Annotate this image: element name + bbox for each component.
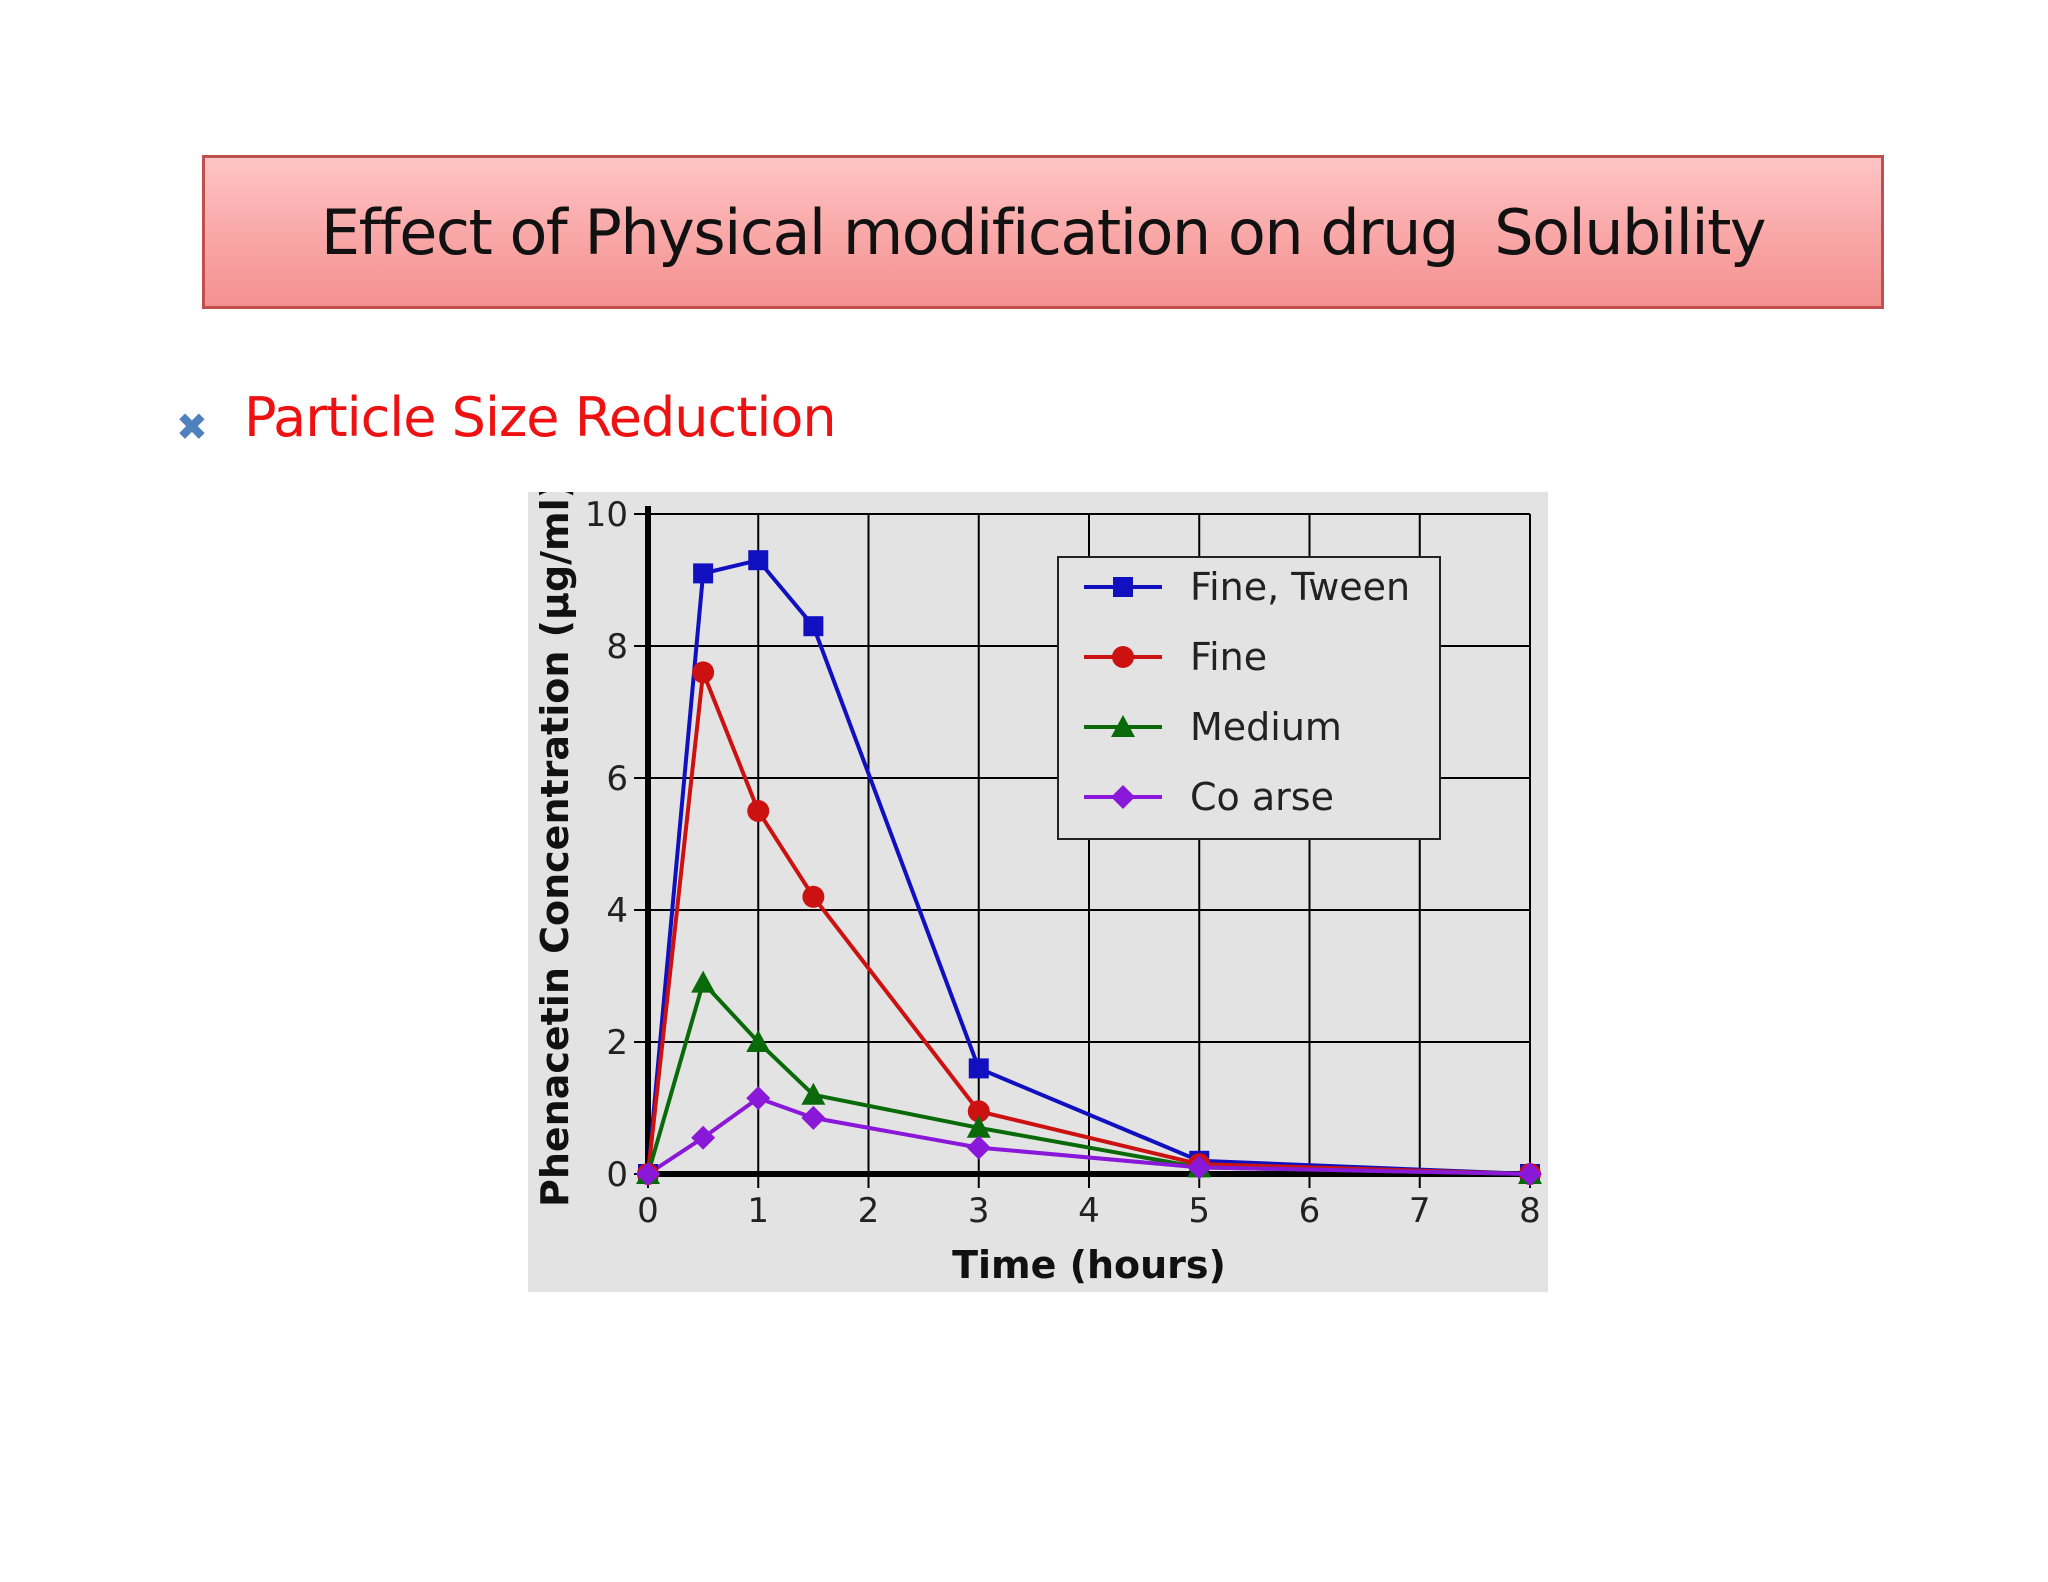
data-point: [1518, 1162, 1542, 1186]
x-mark-icon: ✖: [176, 405, 208, 449]
data-point: [1187, 1155, 1212, 1180]
x-tick-label: 1: [747, 1191, 769, 1231]
data-point: [691, 1125, 716, 1150]
data-point: [1111, 715, 1135, 737]
data-point: [1113, 577, 1133, 597]
data-point: [803, 616, 824, 637]
slide-title: Effect of Physical modification on drug …: [320, 195, 1767, 269]
legend-label: Medium: [1190, 705, 1342, 749]
data-point: [691, 970, 716, 993]
data-point: [966, 1115, 991, 1138]
data-point: [968, 1058, 989, 1079]
y-tick-label: 8: [606, 627, 628, 667]
data-point: [693, 563, 714, 584]
data-point: [802, 885, 825, 908]
x-tick-label: 7: [1409, 1191, 1431, 1231]
legend-label: Fine, Tween: [1190, 565, 1410, 609]
data-point: [692, 661, 715, 684]
x-tick-label: 5: [1188, 1191, 1210, 1231]
data-point: [967, 1100, 990, 1123]
y-tick-label: 10: [585, 495, 628, 535]
y-tick-label: 2: [606, 1023, 628, 1063]
x-tick-label: 4: [1078, 1191, 1100, 1231]
y-tick-label: 4: [606, 891, 628, 931]
x-tick-label: 8: [1519, 1191, 1541, 1231]
x-tick-label: 0: [637, 1191, 659, 1231]
bullet-text: Particle Size Reduction: [244, 386, 837, 449]
y-axis-label: Phenacetin Concentration (µg/ml): [533, 492, 577, 1207]
data-point: [746, 1086, 771, 1111]
data-point: [1111, 785, 1135, 809]
data-point: [636, 1162, 660, 1186]
data-point: [966, 1135, 991, 1160]
title-banner: Effect of Physical modification on drug …: [202, 155, 1884, 309]
line-chart: 0 1 2 3 4 5 6 7 8 0 2 4 6 8 10 Time (hours) Phenacetin C…: [528, 492, 1548, 1292]
legend-label: Fine: [1190, 635, 1267, 679]
y-tick-label: 6: [606, 759, 628, 799]
data-point: [748, 550, 769, 571]
legend-label: Co arse: [1190, 775, 1334, 819]
x-axis-label: Time (hours): [952, 1243, 1226, 1287]
data-point: [801, 1105, 826, 1130]
data-point: [747, 800, 770, 822]
data-point: [1112, 646, 1134, 668]
x-tick-label: 3: [968, 1191, 990, 1231]
x-tick-label: 6: [1299, 1191, 1321, 1231]
data-point: [746, 1030, 771, 1052]
data-point: [801, 1082, 826, 1105]
y-tick-label: 0: [606, 1155, 628, 1195]
x-tick-label: 2: [858, 1191, 880, 1231]
